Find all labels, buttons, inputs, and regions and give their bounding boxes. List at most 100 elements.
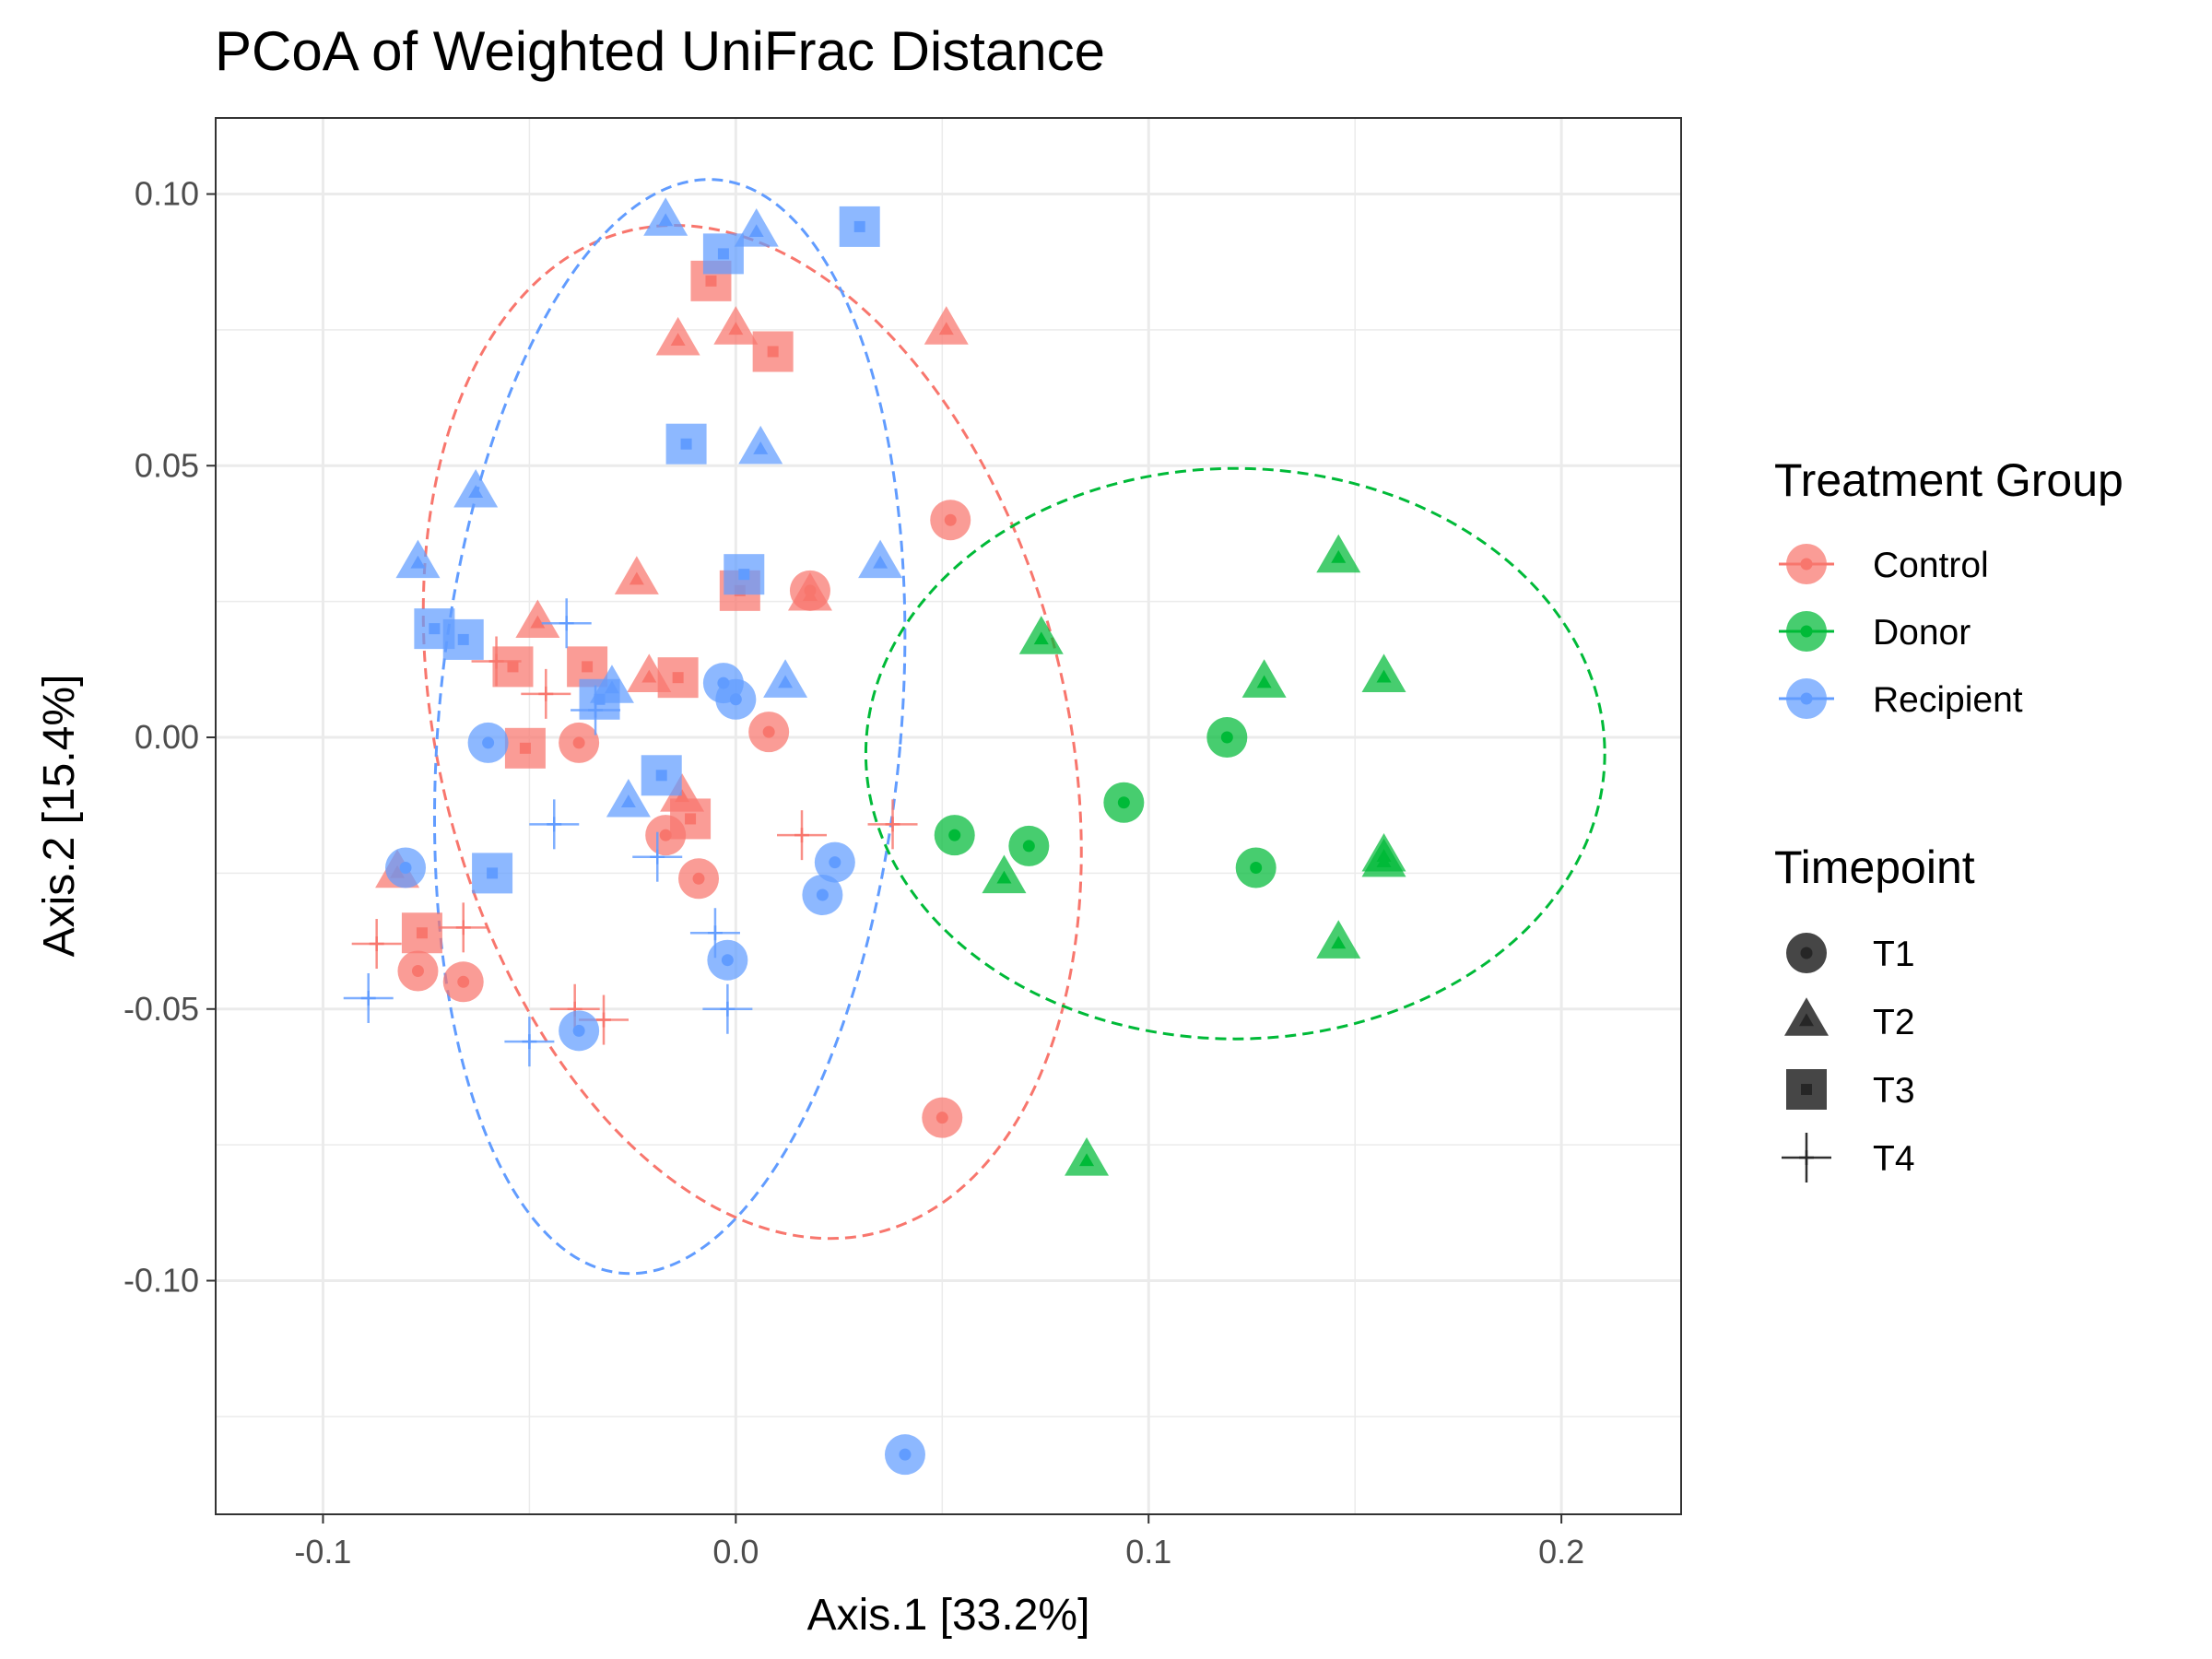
point-recipient-t2	[395, 539, 441, 579]
point-recipient-t3	[472, 853, 513, 894]
legend-item-t3	[1786, 1069, 1827, 1110]
point-recipient-t4	[571, 685, 621, 735]
x-axis-ticks: -0.1 0.0 0.1 0.2	[294, 1514, 1584, 1571]
point-recipient-t1	[802, 874, 843, 915]
x-tick-label: 0.1	[1125, 1533, 1171, 1571]
legend-label: T3	[1873, 1071, 1915, 1111]
legend-item-control: Control	[1779, 544, 1989, 585]
point-recipient-t1	[707, 939, 748, 981]
point-recipient-t1	[884, 1434, 925, 1476]
point-recipient-t3	[579, 678, 620, 720]
point-recipient-t4	[541, 598, 592, 649]
point-control-t4	[521, 668, 571, 719]
x-tick-label: 0.0	[712, 1533, 759, 1571]
point-recipient-t3	[839, 206, 880, 247]
point-donor-t1	[1103, 782, 1145, 823]
point-donor-t2	[1361, 838, 1406, 877]
point-control-t2	[713, 306, 759, 345]
legend-label: Donor	[1873, 613, 1971, 653]
legend-label: T2	[1873, 1003, 1915, 1042]
legend-item-recipient: Recipient	[1779, 678, 2023, 720]
ellipse-donor	[864, 466, 1606, 1041]
point-control-t4	[438, 902, 488, 953]
x-axis-title: Axis.1 [33.2%]	[807, 1591, 1090, 1640]
point-control-t2	[655, 316, 700, 356]
point-recipient-t4	[702, 983, 753, 1034]
legend-label: T1	[1873, 935, 1915, 974]
legend-item-t2	[1784, 997, 1829, 1036]
point-donor-t1	[1206, 717, 1248, 759]
point-recipient-t1	[467, 722, 509, 763]
legend-label: Control	[1873, 546, 1989, 585]
point-recipient-t4	[529, 799, 580, 850]
point-recipient-t3	[442, 618, 484, 660]
point-control-t4	[351, 919, 402, 970]
point-recipient-t3	[665, 423, 707, 465]
y-tick-label: 0.00	[135, 718, 199, 756]
point-donor-t1	[1235, 847, 1277, 888]
plot-border	[215, 117, 1682, 1515]
point-recipient-t1	[814, 841, 855, 883]
point-donor-t2	[1316, 534, 1361, 573]
point-recipient-t3	[724, 554, 765, 595]
y-tick-label: -0.05	[124, 990, 199, 1028]
point-control-t3	[670, 798, 712, 840]
data-points	[343, 197, 1406, 1476]
legend-item-t4	[1782, 1133, 1831, 1182]
legend-item-t1	[1786, 933, 1827, 973]
grid	[216, 118, 1681, 1514]
y-axis-title: Axis.2 [15.4%]	[35, 675, 84, 958]
point-control-t1	[559, 722, 600, 763]
point-control-t4	[867, 799, 918, 850]
y-tick-label: 0.10	[135, 175, 199, 213]
point-control-t3	[657, 657, 699, 699]
point-recipient-t2	[738, 425, 783, 465]
chart-title: PCoA of Weighted UniFrac Distance	[215, 20, 1105, 82]
point-donor-t2	[982, 854, 1027, 894]
point-donor-t1	[934, 815, 975, 856]
point-donor-t2	[1018, 616, 1064, 654]
point-recipient-t1	[559, 1010, 600, 1052]
point-control-t3	[492, 646, 534, 688]
legend-title-group: Treatment Group	[1774, 454, 2124, 506]
point-recipient-t2	[858, 539, 903, 579]
point-recipient-t3	[702, 233, 744, 275]
point-donor-t1	[1008, 825, 1050, 866]
point-recipient-t3	[641, 755, 682, 796]
ellipse-recipient	[432, 178, 907, 1276]
point-recipient-t4	[689, 908, 740, 959]
point-recipient-t4	[504, 1017, 555, 1067]
point-control-t2	[787, 571, 832, 611]
point-recipient-t4	[343, 972, 394, 1023]
legend-item-donor: Donor	[1779, 611, 1971, 653]
point-donor-t2	[1361, 653, 1406, 692]
point-recipient-t4	[632, 831, 683, 882]
point-control-t3	[504, 727, 546, 769]
point-control-t1	[397, 950, 439, 992]
point-recipient-t1	[715, 678, 757, 720]
legend-key-dot	[1800, 558, 1813, 571]
point-control-t1	[748, 712, 790, 753]
point-recipient-t1	[385, 847, 427, 888]
point-recipient-t2	[453, 468, 499, 508]
point-recipient-t2	[643, 197, 688, 236]
point-control-t4	[777, 810, 827, 861]
point-control-t2	[924, 306, 969, 345]
point-recipient-t2	[606, 778, 651, 818]
x-tick-label: 0.2	[1538, 1533, 1584, 1571]
point-control-t1	[678, 858, 720, 900]
point-recipient-t2	[734, 208, 779, 247]
point-control-t1	[922, 1097, 963, 1138]
legend: Treatment Group Control Donor Recipient Time…	[1774, 454, 2124, 1182]
ellipse-control	[421, 224, 1083, 1241]
point-control-t4	[471, 636, 522, 687]
point-donor-t2	[1316, 920, 1361, 959]
point-donor-t2	[1241, 659, 1287, 698]
y-axis-ticks: -0.10 -0.05 0.00 0.05 0.10	[124, 175, 216, 1300]
legend-key-dot	[1800, 692, 1813, 705]
point-control-t1	[442, 961, 484, 1003]
legend-title-timepoint: Timepoint	[1774, 841, 1975, 893]
y-tick-label: -0.10	[124, 1262, 199, 1300]
legend-label: T4	[1873, 1139, 1915, 1179]
